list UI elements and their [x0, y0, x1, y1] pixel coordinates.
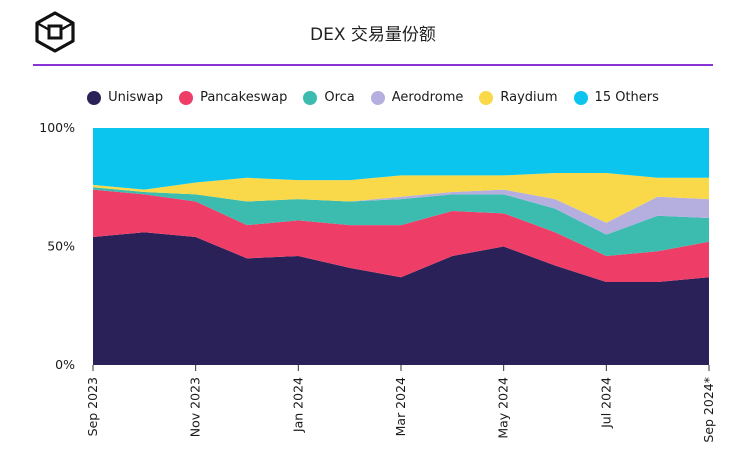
divider — [33, 64, 713, 66]
legend-swatch — [370, 90, 385, 105]
legend-swatch — [573, 90, 588, 105]
legend-item-raydium: Raydium — [479, 90, 558, 105]
x-tick-label: Jul 2024 — [598, 377, 613, 429]
legend-label: Aerodrome — [391, 90, 464, 105]
legend-swatch — [179, 90, 194, 105]
area-raydium — [93, 173, 709, 223]
logo-icon — [35, 11, 75, 53]
y-tick-label: 50% — [47, 239, 75, 254]
legend-label: 15 Others — [594, 90, 659, 105]
y-tick-label: 0% — [55, 357, 75, 372]
x-tick-label: Sep 2023 — [85, 377, 100, 436]
legend-item-uniswap: Uniswap — [87, 90, 163, 105]
legend-item-orca: Orca — [303, 90, 355, 105]
area-orca — [93, 187, 709, 256]
x-tick-label: Sep 2024* — [701, 377, 716, 443]
area-pancakeswap — [93, 189, 709, 283]
x-tick-label: Nov 2023 — [188, 377, 203, 437]
legend-item-pancakeswap: Pancakeswap — [179, 90, 287, 105]
legend-item-aerodrome: Aerodrome — [370, 90, 464, 105]
legend-swatch — [479, 90, 494, 105]
legend-item-15-others: 15 Others — [573, 90, 659, 105]
legend: Uniswap Pancakeswap Orca Aerodrome Raydium 15… — [0, 90, 746, 105]
page-title: DEX 交易量份额 — [310, 25, 436, 45]
x-tick-label: Jan 2024 — [290, 377, 305, 433]
y-tick-label: 100% — [39, 120, 75, 135]
legend-swatch — [303, 90, 318, 105]
legend-label: Uniswap — [108, 90, 164, 105]
x-tick-label: May 2024 — [496, 377, 511, 439]
x-tick-label: Mar 2024 — [393, 377, 408, 436]
legend-label: Pancakeswap — [200, 90, 288, 105]
area-15-others — [93, 128, 709, 190]
legend-label: Raydium — [500, 90, 558, 105]
legend-label: Orca — [324, 90, 355, 105]
legend-swatch — [87, 90, 102, 105]
